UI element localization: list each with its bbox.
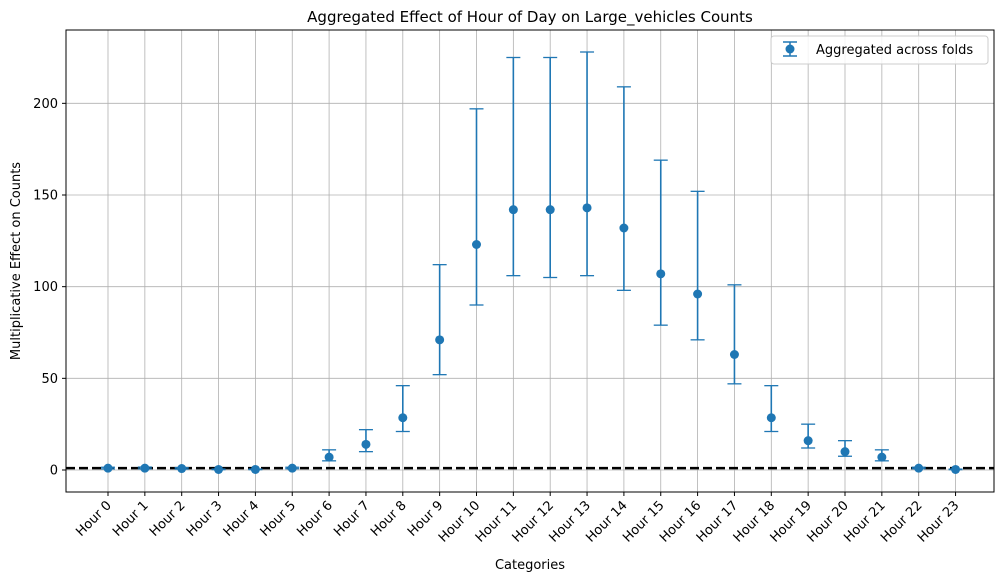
data-point bbox=[693, 289, 703, 299]
data-point bbox=[803, 436, 813, 446]
data-point bbox=[250, 464, 260, 474]
data-point bbox=[324, 452, 334, 462]
data-point bbox=[619, 223, 629, 233]
data-point bbox=[435, 335, 445, 345]
legend-label: Aggregated across folds bbox=[816, 43, 973, 58]
y-axis-ticks: 0 50 100 150 200 bbox=[33, 97, 66, 479]
data-point bbox=[877, 452, 887, 462]
data-point bbox=[656, 269, 666, 279]
y-tick-label: 200 bbox=[33, 97, 58, 112]
data-point bbox=[140, 463, 150, 473]
data-points bbox=[103, 203, 961, 474]
y-axis-label: Multiplicative Effect on Counts bbox=[9, 162, 24, 360]
plot-frame bbox=[65, 29, 995, 493]
y-tick-label: 150 bbox=[33, 189, 58, 204]
y-tick-label: 50 bbox=[41, 372, 58, 387]
data-point bbox=[766, 413, 776, 423]
data-point bbox=[508, 205, 518, 215]
error-bars bbox=[101, 51, 963, 471]
data-point bbox=[729, 350, 739, 359]
data-point bbox=[177, 464, 187, 474]
data-point bbox=[840, 447, 850, 457]
data-point bbox=[545, 205, 555, 215]
x-axis-label: Categories bbox=[495, 558, 565, 573]
legend-box bbox=[770, 35, 989, 65]
data-point bbox=[287, 463, 297, 473]
data-point bbox=[103, 463, 113, 473]
data-point bbox=[214, 464, 224, 474]
legend: Aggregated across folds bbox=[770, 35, 989, 65]
data-point bbox=[914, 463, 924, 473]
chart-title: Aggregated Effect of Hour of Day on Larg… bbox=[307, 8, 753, 27]
y-tick-label: 0 bbox=[50, 464, 58, 479]
data-point bbox=[951, 464, 961, 474]
data-point bbox=[361, 439, 371, 449]
legend-marker-icon bbox=[785, 44, 795, 54]
data-point bbox=[582, 203, 592, 213]
y-tick-label: 100 bbox=[33, 280, 58, 295]
data-point bbox=[472, 240, 481, 249]
data-point bbox=[398, 413, 408, 423]
